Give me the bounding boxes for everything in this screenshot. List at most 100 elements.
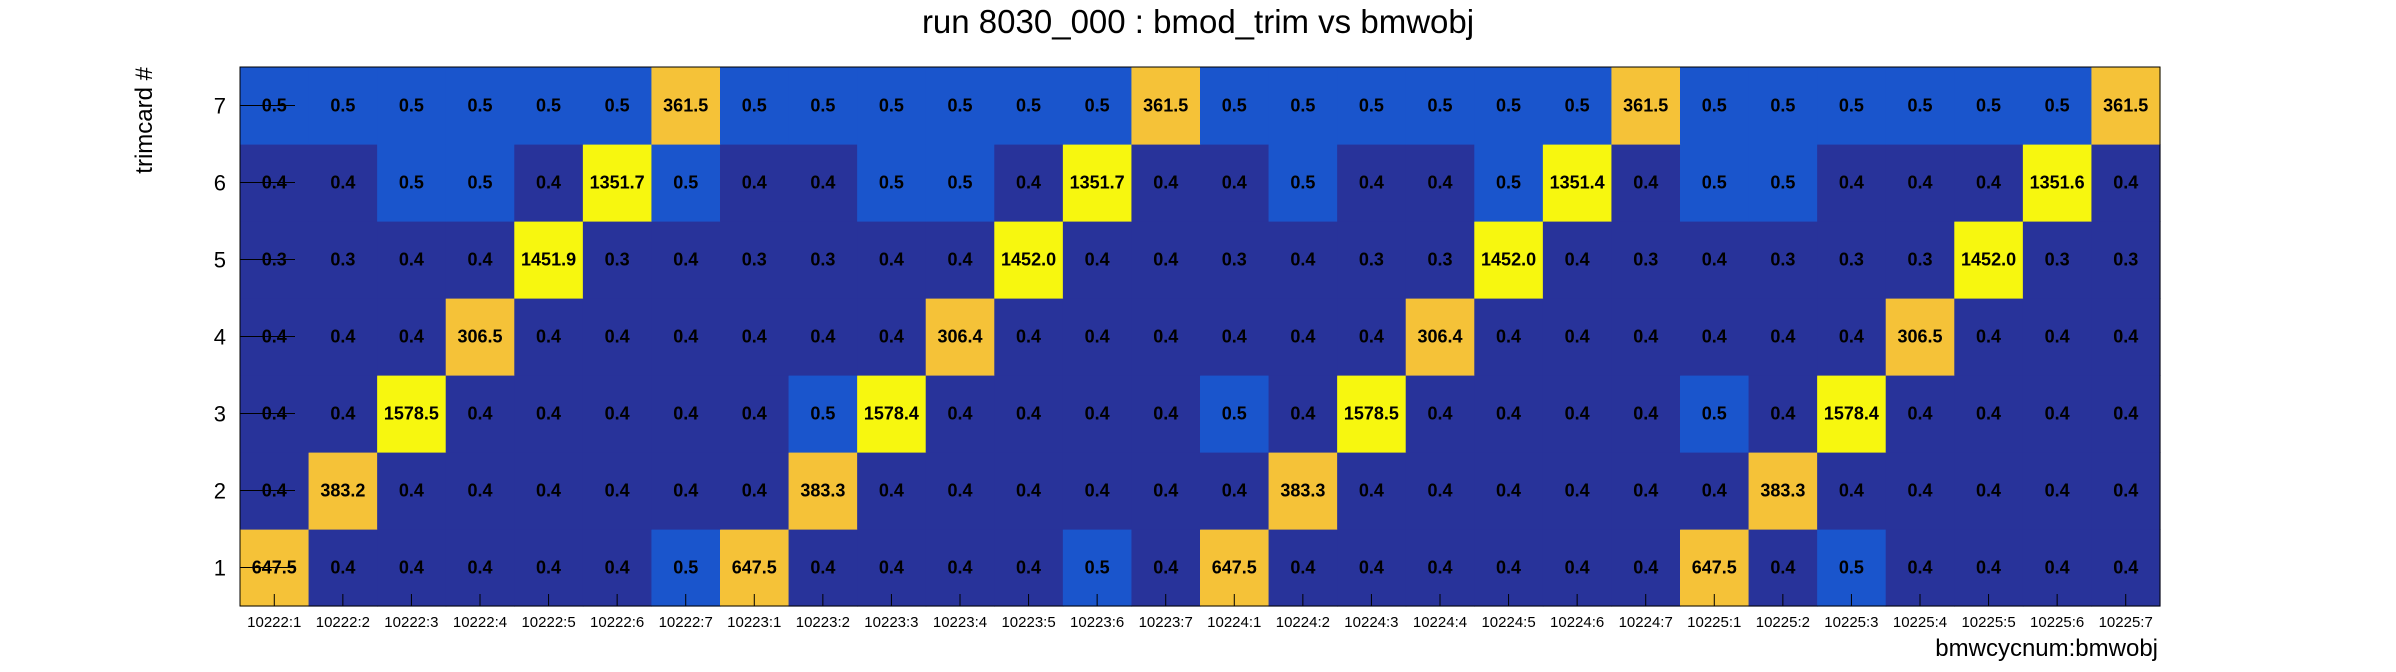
- heatmap-cell: [1680, 67, 1750, 145]
- heatmap-cell: [582, 298, 653, 376]
- cell-value-label: 0.4: [1222, 173, 1247, 193]
- cell-value-label: 1578.5: [1344, 404, 1399, 424]
- heatmap-cell: [1542, 375, 1613, 453]
- cell-value-label: 0.4: [1427, 404, 1452, 424]
- cell-value-label: 0.4: [1290, 250, 1315, 270]
- cell-value-label: 0.5: [1976, 96, 2001, 116]
- x-tick-label: 10223:2: [796, 614, 850, 631]
- heatmap-cell: [788, 529, 858, 607]
- cell-value-label: 0.4: [1359, 327, 1384, 347]
- cell-value-label: 0.5: [536, 96, 561, 116]
- heatmap-cell: [1474, 67, 1544, 145]
- heatmap-cell: [720, 67, 790, 145]
- heatmap-cell: [445, 221, 515, 299]
- cell-value-label: 0.4: [879, 250, 904, 270]
- cell-value-label: 0.5: [1290, 173, 1315, 193]
- heatmap-cell: [788, 221, 858, 299]
- heatmap-cell: [1062, 375, 1133, 453]
- heatmap-cell: [514, 375, 584, 453]
- heatmap-cell: [925, 452, 995, 530]
- heatmap-cell: [1062, 221, 1133, 299]
- x-tick-label: 10222:2: [316, 614, 370, 631]
- heatmap-cell: [1817, 67, 1887, 145]
- heatmap-cell: [1337, 67, 1407, 145]
- cell-value-label: 0.4: [467, 404, 492, 424]
- cell-value-label: 0.4: [2113, 327, 2138, 347]
- heatmap-cell: [1611, 67, 1681, 145]
- heatmap-cell: [1474, 298, 1544, 376]
- cell-value-label: 0.4: [1770, 404, 1795, 424]
- heatmap-cells: [240, 67, 2161, 607]
- heatmap-cell: [857, 452, 927, 530]
- cell-value-label: 0.4: [330, 404, 355, 424]
- heatmap-cell: [1885, 375, 1955, 453]
- heatmap-cell: [1611, 221, 1681, 299]
- heatmap-cell: [994, 529, 1064, 607]
- heatmap-cell: [1954, 529, 2024, 607]
- cell-value-label: 361.5: [2103, 96, 2148, 116]
- cell-value-label: 1351.6: [2030, 173, 2085, 193]
- cell-value-label: 0.5: [467, 96, 492, 116]
- chart-title: run 8030_000 : bmod_trim vs bmwobj: [922, 3, 1474, 40]
- heatmap-cell: [788, 298, 858, 376]
- cell-value-label: 1451.9: [521, 250, 576, 270]
- heatmap-cell: [1268, 452, 1338, 530]
- cell-value-label: 0.3: [810, 250, 835, 270]
- heatmap-cell: [1885, 221, 1955, 299]
- cell-value-label: 383.3: [1760, 481, 1805, 501]
- cell-value-label: 0.4: [1839, 481, 1864, 501]
- heatmap-cell: [1337, 529, 1407, 607]
- heatmap-cell: [1131, 375, 1201, 453]
- heatmap-cell: [1405, 452, 1475, 530]
- heatmap-cell: [788, 452, 858, 530]
- heatmap-cell: [1954, 144, 2024, 222]
- x-tick-label: 10223:5: [1001, 614, 1055, 631]
- x-tick-label: 10225:7: [2099, 614, 2153, 631]
- heatmap-cell: [1131, 452, 1201, 530]
- cell-value-label: 0.4: [467, 481, 492, 501]
- cell-value-label: 0.3: [605, 250, 630, 270]
- cell-value-label: 0.5: [1702, 96, 1727, 116]
- heatmap-cell: [1200, 144, 1270, 222]
- cell-value-label: 383.3: [800, 481, 845, 501]
- heatmap-cell: [377, 375, 447, 453]
- cell-value-label: 0.4: [605, 327, 630, 347]
- x-tick-label: 10224:5: [1481, 614, 1535, 631]
- cell-value-label: 0.4: [673, 481, 698, 501]
- heatmap-cell: [1954, 452, 2024, 530]
- x-tick-label: 10225:5: [1961, 614, 2015, 631]
- cell-value-label: 0.4: [330, 558, 355, 578]
- cell-value-label: 0.4: [810, 173, 835, 193]
- cell-value-label: 0.3: [2045, 250, 2070, 270]
- heatmap-cell: [377, 67, 447, 145]
- heatmap-cell: [651, 375, 721, 453]
- heatmap-cell: [1748, 452, 1818, 530]
- cell-value-label: 306.5: [1897, 327, 1942, 347]
- cell-value-label: 0.4: [1016, 558, 1041, 578]
- heatmap-cell: [1268, 67, 1338, 145]
- cell-value-label: 0.4: [2045, 404, 2070, 424]
- cell-value-label: 0.3: [330, 250, 355, 270]
- cell-value-label: 0.4: [1359, 481, 1384, 501]
- cell-value-label: 0.5: [1085, 96, 1110, 116]
- heatmap-cell: [1680, 452, 1750, 530]
- cell-value-label: 0.4: [1496, 481, 1521, 501]
- y-tick-label: 3: [214, 402, 226, 427]
- heatmap-cell: [1611, 144, 1681, 222]
- cell-value-label: 0.4: [1085, 404, 1110, 424]
- heatmap-cell: [2091, 298, 2161, 376]
- cell-value-label: 0.3: [742, 250, 767, 270]
- cell-value-label: 0.4: [330, 327, 355, 347]
- cell-value-label: 0.4: [810, 558, 835, 578]
- cell-value-label: 0.4: [536, 558, 561, 578]
- heatmap-cell: [1200, 221, 1270, 299]
- heatmap-cell: [1748, 144, 1818, 222]
- heatmap-cell: [1337, 452, 1407, 530]
- cell-value-label: 0.4: [1153, 327, 1178, 347]
- cell-value-label: 0.4: [1633, 558, 1658, 578]
- cell-value-label: 0.3: [1427, 250, 1452, 270]
- cell-value-label: 0.4: [399, 250, 424, 270]
- cell-value-label: 0.4: [879, 481, 904, 501]
- heatmap-cell: [1405, 144, 1475, 222]
- heatmap-cell: [308, 144, 378, 222]
